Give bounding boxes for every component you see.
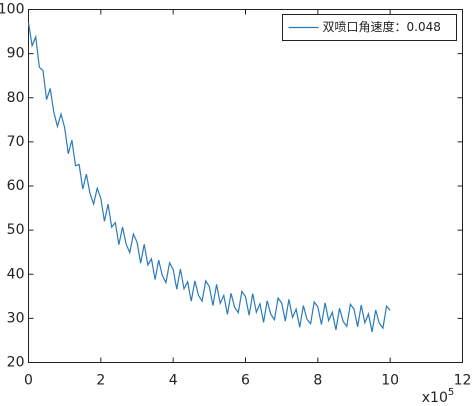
x-tick-label: 6 bbox=[241, 373, 250, 389]
x-tick-label: 0 bbox=[24, 373, 33, 389]
axes-frame bbox=[28, 9, 463, 363]
y-tick-label: 60 bbox=[7, 178, 25, 194]
y-tick-label: 70 bbox=[7, 134, 25, 150]
data-line bbox=[27, 22, 391, 333]
y-tick-label: 20 bbox=[7, 355, 25, 371]
y-tick-label: 80 bbox=[7, 90, 25, 106]
y-tick-label: 50 bbox=[7, 222, 25, 238]
x-tick-label: 8 bbox=[313, 373, 322, 389]
y-tick-label: 30 bbox=[7, 310, 25, 326]
legend-label: 双喷口角速度：0.048 bbox=[323, 19, 441, 34]
y-tick-label: 40 bbox=[7, 266, 25, 282]
offset-exponent: 5 bbox=[448, 387, 454, 398]
offset-base: x10 bbox=[422, 390, 448, 406]
x-tick-label: 2 bbox=[96, 373, 105, 389]
x-tick-label: 4 bbox=[169, 373, 178, 389]
y-tick-label: 90 bbox=[7, 46, 25, 62]
y-tick-label: 100 bbox=[0, 2, 25, 18]
x-tick-label: 12 bbox=[454, 373, 472, 389]
x-offset-text: x105 bbox=[422, 387, 454, 406]
x-tick-label: 10 bbox=[381, 373, 399, 389]
